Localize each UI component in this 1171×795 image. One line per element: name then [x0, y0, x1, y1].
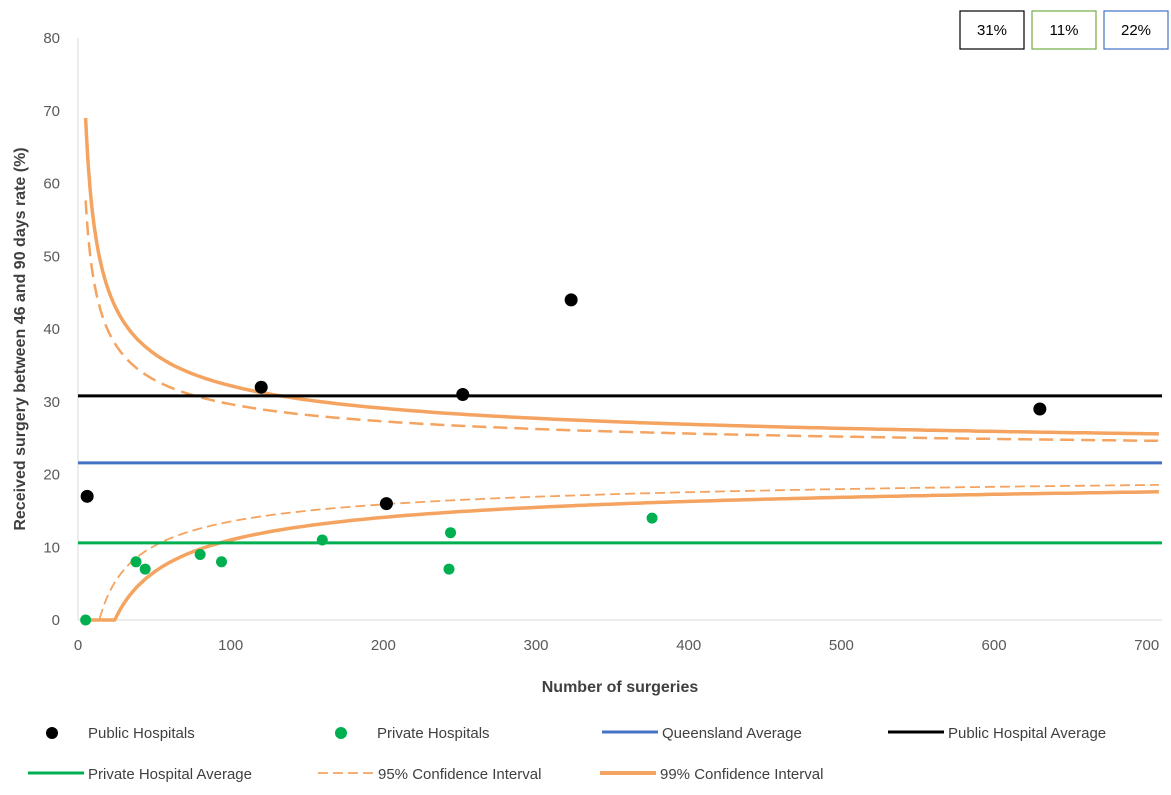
- y-tick-label: 0: [52, 612, 60, 629]
- private-hospital-point: [130, 556, 142, 568]
- legend-label: 99% Confidence Interval: [660, 766, 823, 783]
- summary-box-label: 11%: [1050, 22, 1079, 39]
- private-hospital-point: [216, 556, 228, 568]
- y-tick-label: 50: [43, 248, 60, 265]
- ci95-upper-limit-line: [84, 200, 1159, 443]
- summary-box-label: 31%: [977, 22, 1007, 39]
- x-tick-label: 0: [74, 637, 82, 654]
- legend-label: Private Hospital Average: [88, 766, 252, 783]
- legend-label: Public Hospital Average: [948, 725, 1106, 742]
- public-hospital-point: [379, 497, 393, 511]
- y-tick-label: 40: [43, 321, 60, 338]
- private-hospital-point: [443, 563, 455, 575]
- y-tick-label: 10: [43, 539, 60, 556]
- summary-box: [959, 10, 1025, 50]
- legend-label: Private Hospitals: [377, 725, 490, 742]
- x-tick-label: 700: [1134, 637, 1159, 654]
- y-axis-title: Received surgery between 46 and 90 days …: [12, 147, 29, 530]
- legend-marker: [335, 727, 347, 739]
- x-tick-label: 200: [371, 637, 396, 654]
- summary-box: [1031, 10, 1097, 50]
- y-tick-label: 20: [43, 467, 60, 484]
- y-tick-label: 60: [43, 176, 60, 193]
- summary-box: [1103, 10, 1169, 50]
- legend-label: 95% Confidence Interval: [378, 766, 541, 783]
- legend-label: Queensland Average: [662, 725, 802, 742]
- private-hospital-point: [316, 534, 328, 546]
- x-tick-label: 100: [218, 637, 243, 654]
- x-axis-title: Number of surgeries: [542, 679, 699, 696]
- public-hospital-point: [1033, 402, 1047, 416]
- legend-marker: [46, 727, 58, 739]
- private-hospital-point: [646, 512, 658, 524]
- private-hospital-point: [139, 563, 151, 575]
- y-tick-label: 30: [43, 394, 60, 411]
- legend-label: Public Hospitals: [88, 725, 195, 742]
- ci99-upper-limit-line: [83, 117, 1159, 436]
- public-hospital-point: [80, 489, 94, 503]
- y-tick-label: 80: [43, 30, 60, 47]
- public-hospital-point: [564, 293, 578, 307]
- public-hospital-point: [254, 380, 268, 394]
- x-tick-label: 400: [676, 637, 701, 654]
- y-tick-label: 70: [43, 103, 60, 120]
- x-tick-label: 300: [524, 637, 549, 654]
- private-hospital-point: [445, 527, 457, 539]
- summary-box-label: 22%: [1121, 22, 1151, 39]
- private-hospital-point: [194, 549, 206, 561]
- private-hospital-point: [80, 614, 92, 626]
- public-hospital-point: [456, 387, 470, 401]
- x-tick-label: 600: [982, 637, 1007, 654]
- ci95-lower-limit-line: [85, 484, 1159, 621]
- x-tick-label: 500: [829, 637, 854, 654]
- ci99-lower-limit-line: [85, 490, 1159, 622]
